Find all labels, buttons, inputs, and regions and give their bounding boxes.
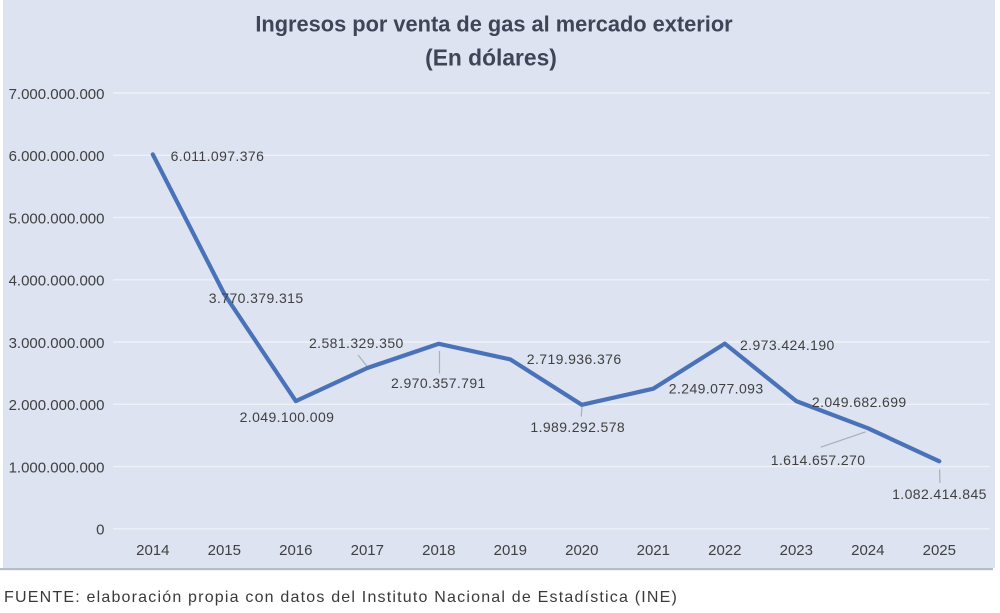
svg-text:2018: 2018 [422,542,455,559]
svg-text:2025: 2025 [923,542,956,559]
svg-text:2.049.682.699: 2.049.682.699 [812,394,907,410]
svg-text:2021: 2021 [637,542,670,559]
svg-text:2016: 2016 [279,542,312,559]
svg-text:1.614.657.270: 1.614.657.270 [771,452,866,468]
svg-text:2014: 2014 [136,542,169,559]
svg-text:Ingresos por venta de gas al m: Ingresos por venta de gas al mercado ext… [255,12,733,37]
svg-text:7.000.000.000: 7.000.000.000 [9,86,105,103]
svg-text:6.000.000.000: 6.000.000.000 [9,148,105,165]
svg-text:2023: 2023 [780,542,813,559]
svg-text:2020: 2020 [565,542,598,559]
svg-text:1.989.292.578: 1.989.292.578 [530,419,625,435]
svg-text:2.719.936.376: 2.719.936.376 [527,351,622,367]
svg-text:2.049.100.009: 2.049.100.009 [240,409,335,425]
svg-text:FUENTE: elaboración propia con: FUENTE: elaboración propia con datos del… [4,589,678,606]
svg-text:2.000.000.000: 2.000.000.000 [9,397,105,414]
svg-text:3.000.000.000: 3.000.000.000 [9,335,105,352]
svg-text:5.000.000.000: 5.000.000.000 [9,210,105,227]
svg-text:1.082.414.845: 1.082.414.845 [892,486,987,502]
svg-text:(En dólares): (En dólares) [425,45,557,71]
svg-text:2019: 2019 [494,542,527,559]
svg-text:2017: 2017 [351,542,384,559]
svg-text:4.000.000.000: 4.000.000.000 [9,273,105,290]
svg-text:2.973.424.190: 2.973.424.190 [740,337,835,353]
svg-text:2022: 2022 [708,542,741,559]
svg-text:2.970.357.791: 2.970.357.791 [391,375,486,391]
svg-text:2015: 2015 [208,542,241,559]
svg-text:2.581.329.350: 2.581.329.350 [309,335,404,351]
svg-text:0: 0 [96,522,104,539]
svg-text:3.770.379.315: 3.770.379.315 [209,290,304,306]
svg-text:6.011.097.376: 6.011.097.376 [171,148,265,164]
svg-text:1.000.000.000: 1.000.000.000 [9,460,105,477]
svg-text:2024: 2024 [851,542,884,559]
svg-text:2.249.077.093: 2.249.077.093 [669,381,764,397]
